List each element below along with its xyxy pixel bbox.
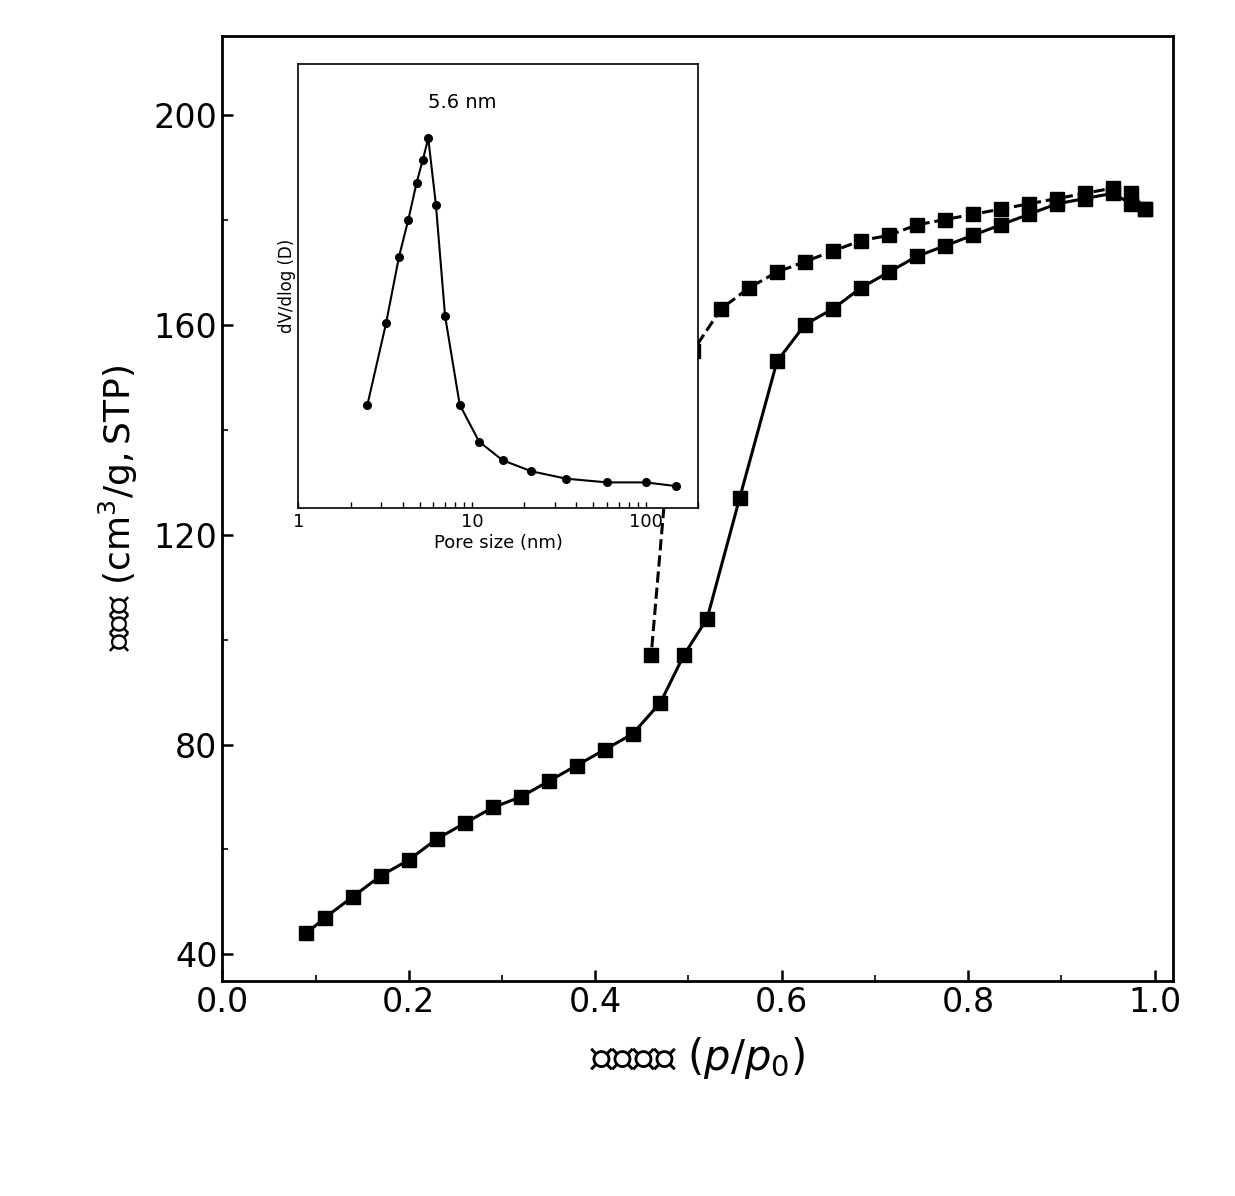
X-axis label: 相对压力 $(p/p_0)$: 相对压力 $(p/p_0)$ [590,1036,805,1081]
Y-axis label: 吸附量 $(\mathrm{cm^3/g,STP})$: 吸附量 $(\mathrm{cm^3/g,STP})$ [96,365,140,652]
